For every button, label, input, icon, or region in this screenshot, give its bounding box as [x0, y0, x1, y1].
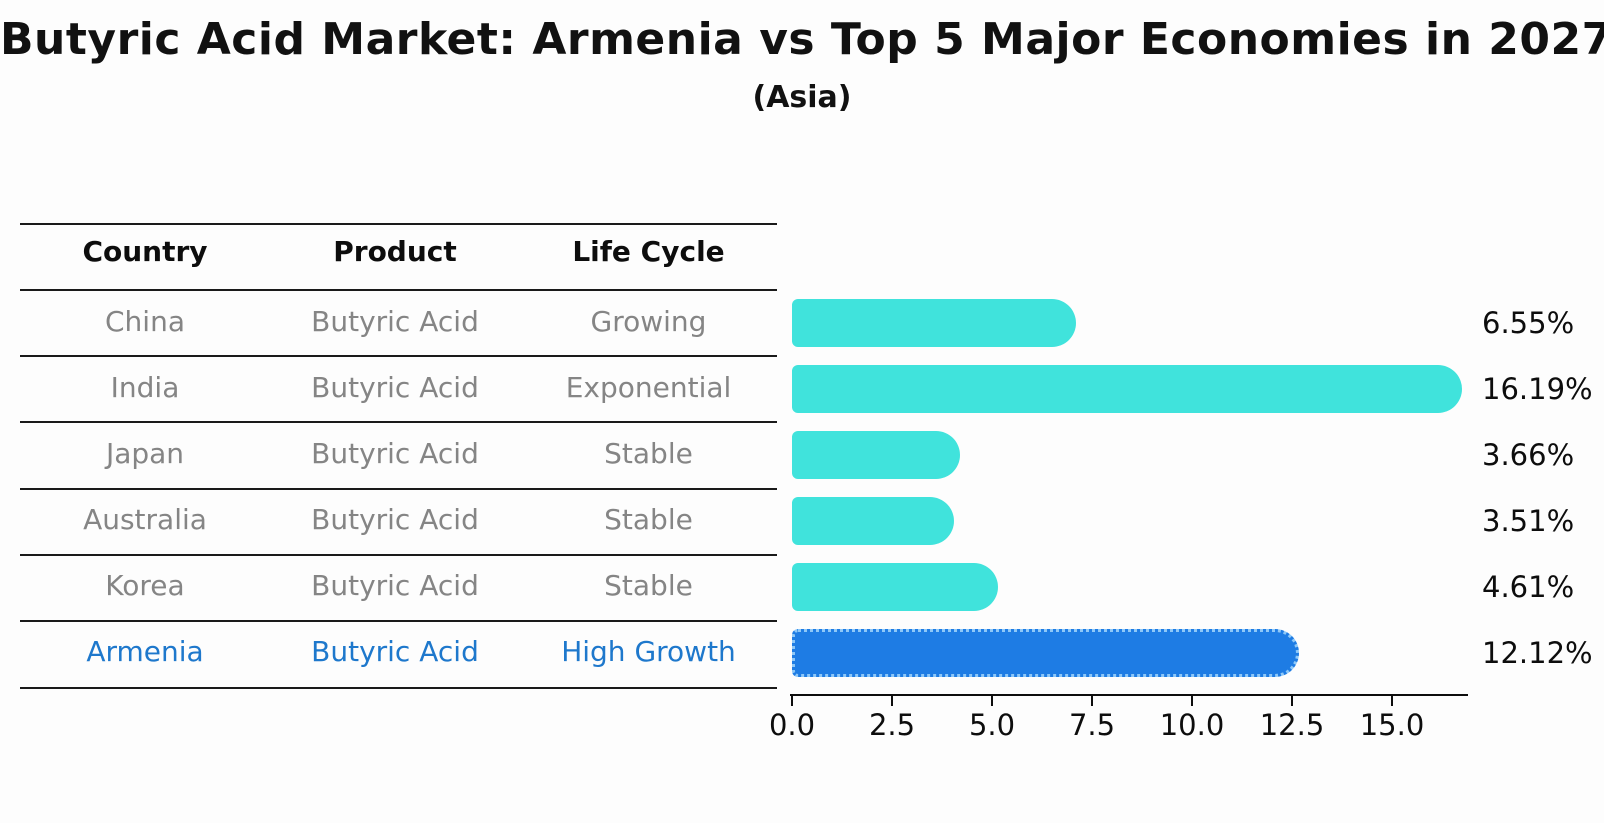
x-tick-label: 15.0 — [1359, 708, 1425, 742]
cell-product: Butyric Acid — [311, 305, 479, 338]
column-header-country: Country — [82, 235, 208, 268]
table-row-japan: Japan Butyric Acid Stable — [20, 434, 777, 474]
cell-product: Butyric Acid — [311, 569, 479, 602]
x-tick-label: 10.0 — [1159, 708, 1225, 742]
table-row-india: India Butyric Acid Exponential — [20, 368, 777, 408]
value-label-china: 6.55% — [1482, 306, 1575, 340]
cell-country: Japan — [105, 437, 185, 470]
value-label-korea: 4.61% — [1482, 570, 1575, 604]
table-divider — [20, 223, 777, 225]
cell-life-cycle: Growing — [590, 305, 707, 338]
x-axis-line — [790, 694, 1468, 696]
table-divider — [20, 289, 777, 291]
bar-india — [792, 365, 1462, 413]
x-tick-mark — [1391, 696, 1393, 706]
cell-life-cycle: Stable — [604, 437, 693, 470]
cell-product: Butyric Acid — [311, 371, 479, 404]
value-label-armenia: 12.12% — [1482, 636, 1593, 670]
value-label-india: 16.19% — [1482, 372, 1593, 406]
x-tick-label: 7.5 — [1068, 708, 1116, 742]
x-tick-mark — [891, 696, 893, 706]
cell-product: Butyric Acid — [311, 437, 479, 470]
table-divider — [20, 355, 777, 357]
table-divider — [20, 488, 777, 490]
table-divider — [20, 620, 777, 622]
cell-life-cycle: High Growth — [561, 635, 736, 668]
x-tick-label: 12.5 — [1259, 708, 1325, 742]
column-header-product: Product — [333, 235, 457, 268]
table-row-korea: Korea Butyric Acid Stable — [20, 566, 777, 606]
cell-life-cycle: Exponential — [565, 371, 732, 404]
x-tick-mark — [991, 696, 993, 706]
x-tick-label: 5.0 — [968, 708, 1016, 742]
x-tick-label: 2.5 — [868, 708, 916, 742]
bar-australia — [792, 497, 955, 545]
bar-korea — [792, 563, 999, 611]
bar-armenia — [792, 629, 1299, 677]
table-row-armenia: Armenia Butyric Acid High Growth — [20, 632, 777, 672]
cell-product: Butyric Acid — [311, 503, 479, 536]
value-label-australia: 3.51% — [1482, 504, 1575, 538]
bar-china — [792, 299, 1076, 347]
cell-country: Australia — [83, 503, 207, 536]
table-row-australia: Australia Butyric Acid Stable — [20, 500, 777, 540]
table-header-row: Country Product Life Cycle — [20, 232, 777, 272]
cell-country: Korea — [105, 569, 185, 602]
cell-country: China — [105, 305, 185, 338]
cell-product: Butyric Acid — [311, 635, 479, 668]
table-divider — [20, 421, 777, 423]
table-row-china: China Butyric Acid Growing — [20, 302, 777, 342]
x-tick-mark — [1191, 696, 1193, 706]
table-divider — [20, 554, 777, 556]
x-tick-label: 0.0 — [768, 708, 816, 742]
cell-country: Armenia — [86, 635, 204, 668]
chart-title: Butyric Acid Market: Armenia vs Top 5 Ma… — [0, 14, 1604, 65]
chart-subtitle: (Asia) — [752, 80, 852, 115]
bar-japan — [792, 431, 961, 479]
x-tick-mark — [791, 696, 793, 706]
column-header-life-cycle: Life Cycle — [572, 235, 725, 268]
cell-country: India — [110, 371, 180, 404]
table-divider — [20, 687, 777, 689]
x-tick-mark — [1291, 696, 1293, 706]
x-tick-mark — [1091, 696, 1093, 706]
cell-life-cycle: Stable — [604, 503, 693, 536]
cell-life-cycle: Stable — [604, 569, 693, 602]
value-label-japan: 3.66% — [1482, 438, 1575, 472]
